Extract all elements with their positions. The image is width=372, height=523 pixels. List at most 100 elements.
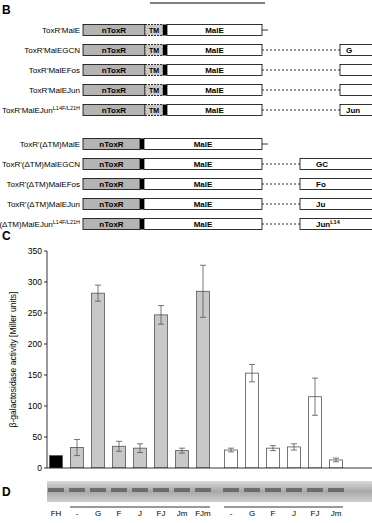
gel-band [69,488,85,492]
linker-dashed [262,110,340,111]
panel-label: C [2,229,11,243]
domain-label: MalE [194,220,213,229]
fusion-label: G [346,46,352,55]
lane-label: F [117,509,122,518]
linker-dashed [262,50,340,51]
fusion-label: Jun [346,106,360,115]
construct-label: ToxR'MalEJunL14F/L21H [2,105,80,115]
error-cap [291,443,297,444]
tail [262,30,268,31]
linker [140,159,144,170]
error-line [140,444,141,453]
domain-male [144,219,262,230]
construct-label: ToxR'(ΔTM)MalEJun [7,200,80,209]
domain-male [144,139,262,150]
domain-tm [145,45,163,56]
error-cap [291,450,297,451]
domain-ntoxr [83,179,140,190]
domain-label: MalE [205,46,224,55]
domain-label: MalE [205,26,224,35]
lane-label: FH [51,509,62,518]
y-tick-label: 100 [28,401,42,411]
bar [288,447,301,468]
construct-label-sup: L14F/L21H [53,219,80,225]
lane-label: FJ [311,509,320,518]
y-tick-label: 150 [28,370,42,380]
lane-label: Jm [177,509,188,518]
domain-tm [145,85,163,96]
error-cap [200,265,206,266]
domain-ntoxr [83,159,140,170]
domain-label: nToxR [102,106,127,115]
domain-label: TM [149,107,159,114]
y-tick [44,375,47,376]
lane-label: - [76,509,79,518]
bar [225,450,238,468]
error-bar [228,448,234,452]
bar [197,291,210,468]
error-line [98,285,99,301]
linker-dashed [262,70,340,71]
domain-label: TM [149,47,159,54]
domain-label: nToxR [99,200,124,209]
linker-dashed [262,224,300,225]
domain-fusion [340,45,372,56]
error-cap [158,324,164,325]
domain-male [167,85,262,96]
error-cap [74,439,80,440]
lane-label: - [230,509,233,518]
bar [267,448,280,468]
y-axis-label: β-galactosidase activity [Miller units] [8,292,18,428]
domain-tm [145,25,163,36]
error-line [336,458,337,462]
error-cap [333,461,339,462]
domain-male [167,65,262,76]
linker-dashed [262,184,300,185]
y-tick [44,437,47,438]
group-line [224,507,343,508]
error-cap [95,285,101,286]
linker [140,179,144,190]
error-bar [95,285,101,301]
construct-label: ToxR'MalEFos [29,66,80,75]
bar [92,293,105,468]
domain-fusion [300,179,372,190]
error-cap [249,364,255,365]
bars [50,265,343,468]
construct-label: ToxR'(ΔTM)MalEGCN [2,160,80,169]
gel-band [244,488,260,492]
fusion-label: Fo [316,180,326,189]
gel-band [174,488,190,492]
fusion-label: GC [316,160,328,169]
domain-label: nToxR [99,180,124,189]
linker [163,105,167,116]
error-cap [270,445,276,446]
error-line [182,448,183,453]
y-axis [47,251,48,468]
error-cap [179,448,185,449]
panel-a-edge [150,3,265,4]
error-cap [228,448,234,449]
lane-label: J [292,509,296,518]
construct-label: ToxR'MalEJun [29,86,80,95]
linker [140,139,144,150]
y-tick [44,251,47,252]
error-cap [228,451,234,452]
domain-fusion [340,105,372,116]
lane-label: FJ [157,509,166,518]
error-bar [137,444,143,453]
domain-ntoxr [83,65,145,76]
panel-label: B [2,3,11,17]
fusion-label: Ju [316,200,325,209]
lane-label: Jm [331,509,342,518]
error-bar [179,448,185,453]
gel-band [111,488,127,492]
domain-label: nToxR [102,66,127,75]
y-tick [44,282,47,283]
domain-male [167,25,262,36]
domain-label: nToxR [102,26,127,35]
domain-ntoxr [83,25,145,36]
fusion-label-sup: L14 [330,219,340,225]
domain-label: TM [149,27,159,34]
construct-label: ToxR'MalEGCN [24,46,80,55]
